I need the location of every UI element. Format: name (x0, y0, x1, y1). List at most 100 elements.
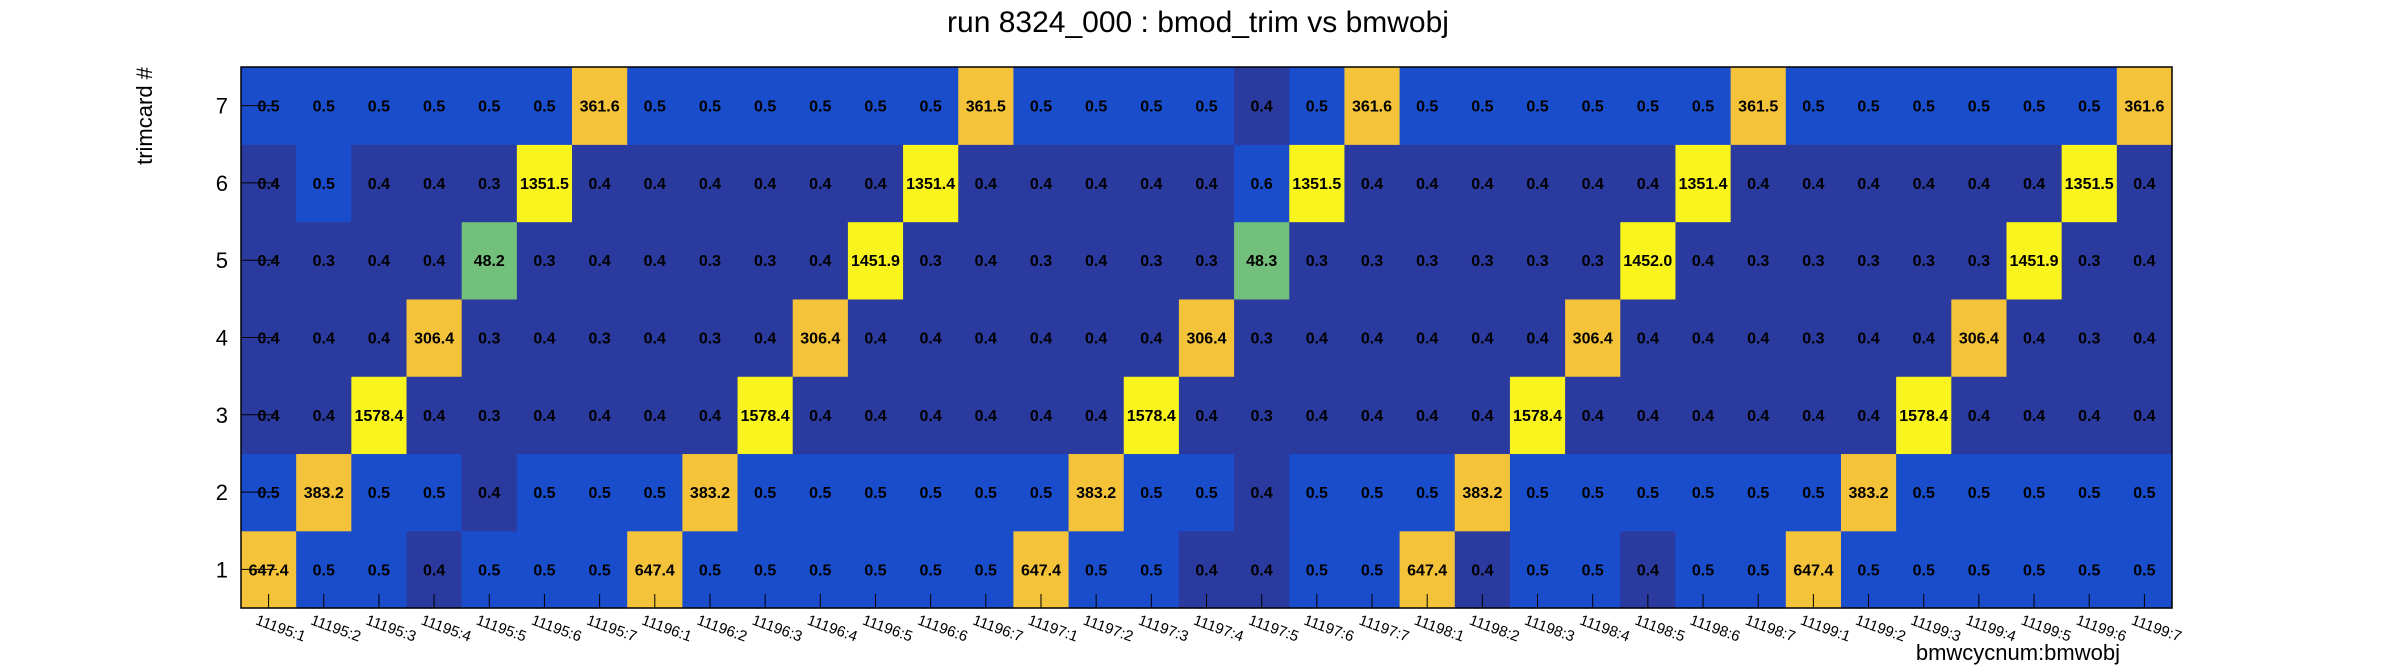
cell-value-label: 0.5 (1195, 485, 1217, 502)
heatmap-cell (461, 376, 518, 455)
heatmap-cell (1289, 67, 1346, 145)
cell-value-label: 48.3 (1246, 253, 1277, 270)
cell-value-label: 0.4 (533, 408, 555, 425)
heatmap-cell (2116, 453, 2173, 532)
heatmap-cell (1289, 453, 1346, 532)
heatmap-cell (627, 453, 683, 532)
heatmap-cell (1399, 376, 1456, 455)
cell-value-label: 0.4 (533, 331, 555, 348)
cell-value-label: 0.4 (699, 176, 721, 193)
cell-value-label: 0.5 (1361, 562, 1383, 579)
cell-value-label: 0.5 (1968, 485, 1990, 502)
heatmap-cell (516, 144, 573, 223)
cell-value-label: 0.4 (1913, 331, 1935, 348)
cell-value-label: 306.4 (414, 331, 454, 348)
cell-value-label: 0.4 (1471, 176, 1493, 193)
cell-value-label: 0.5 (2023, 485, 2045, 502)
cell-value-label: 0.4 (644, 176, 666, 193)
heatmap-cell (737, 67, 794, 145)
heatmap-cell (903, 67, 959, 145)
cell-value-label: 0.5 (920, 485, 942, 502)
cell-value-label: 0.3 (1416, 253, 1438, 270)
cell-value-label: 0.5 (975, 562, 997, 579)
heatmap-cell (903, 376, 959, 455)
cell-value-label: 0.3 (478, 331, 500, 348)
y-tick-label: 2 (216, 480, 228, 505)
cell-value-label: 48.2 (474, 253, 505, 270)
heatmap-cell (1123, 453, 1180, 532)
heatmap-cell (1509, 67, 1566, 145)
cell-value-label: 0.4 (1637, 408, 1659, 425)
cell-value-label: 0.5 (313, 176, 335, 193)
cell-value-label: 306.4 (1959, 331, 1999, 348)
cell-value-label: 0.3 (588, 331, 610, 348)
heatmap-cell (296, 221, 352, 300)
heatmap-cell (958, 376, 1014, 455)
heatmap-cell (792, 221, 849, 300)
heatmap-cell (1675, 221, 1732, 300)
heatmap-cell (1620, 221, 1677, 300)
y-axis-title: trimcard # (132, 66, 157, 165)
cell-value-label: 0.4 (257, 253, 279, 270)
cell-value-label: 0.4 (1306, 408, 1328, 425)
x-axis-title: bmwcycnum:bmwobj (1916, 640, 2120, 665)
heatmap-cell (1620, 453, 1677, 532)
heatmap-cell (461, 453, 518, 532)
cell-value-label: 0.5 (1968, 562, 1990, 579)
cell-value-label: 0.5 (1802, 485, 1824, 502)
cell-value-label: 0.4 (1195, 176, 1217, 193)
cell-value-label: 0.5 (1913, 99, 1935, 116)
cell-value-label: 0.5 (1416, 485, 1438, 502)
heatmap-cell (1344, 67, 1401, 145)
heatmap-cell (903, 453, 959, 532)
cell-value-label: 0.4 (975, 253, 997, 270)
heatmap-cell (1454, 376, 1511, 455)
cell-value-label: 0.5 (257, 485, 279, 502)
cell-value-label: 0.5 (2078, 562, 2100, 579)
cell-value-label: 383.2 (690, 485, 730, 502)
heatmap-cell (572, 376, 628, 455)
cell-value-label: 647.4 (1021, 562, 1061, 579)
cell-value-label: 0.4 (257, 331, 279, 348)
heatmap-cell (1840, 67, 1897, 145)
heatmap-cell (1123, 67, 1180, 145)
cell-value-label: 0.5 (1692, 562, 1714, 579)
heatmap-cell (406, 144, 463, 223)
heatmap-cell (1730, 298, 1787, 377)
cell-value-label: 0.4 (1526, 331, 1548, 348)
heatmap-cell (1399, 453, 1456, 532)
heatmap-cell (1896, 453, 1952, 532)
cell-value-label: 0.4 (1416, 408, 1438, 425)
heatmap-cell (296, 144, 352, 223)
heatmap-cell (1620, 298, 1677, 377)
heatmap-cell (1675, 453, 1732, 532)
cell-value-label: 0.4 (257, 408, 279, 425)
heatmap-cell (1178, 298, 1235, 377)
heatmap-cell (2116, 298, 2173, 377)
cell-value-label: 0.5 (1747, 485, 1769, 502)
heatmap-cell (1344, 221, 1401, 300)
cell-value-label: 0.3 (1747, 253, 1769, 270)
cell-value-label: 383.2 (1462, 485, 1502, 502)
cell-value-label: 0.4 (257, 176, 279, 193)
cell-value-label: 0.4 (1085, 176, 1107, 193)
cell-value-label: 0.5 (809, 562, 831, 579)
cell-value-label: 0.4 (1030, 408, 1052, 425)
heatmap-cell (1951, 221, 2008, 300)
cell-value-label: 0.4 (920, 331, 942, 348)
heatmap-cell (2116, 376, 2173, 455)
heatmap-cell (1344, 298, 1401, 377)
cell-value-label: 383.2 (304, 485, 344, 502)
heatmap-cell (572, 221, 628, 300)
heatmap-cell (516, 221, 573, 300)
heatmap-cell (792, 453, 849, 532)
cell-value-label: 0.3 (478, 408, 500, 425)
heatmap-cell (1178, 453, 1235, 532)
heatmap-cell (958, 67, 1014, 145)
cell-value-label: 0.4 (423, 562, 445, 579)
cell-value-label: 0.4 (864, 408, 886, 425)
cell-value-label: 0.4 (1692, 331, 1714, 348)
cell-value-label: 0.5 (1085, 562, 1107, 579)
cell-value-label: 1578.4 (354, 408, 403, 425)
cell-value-label: 0.5 (1582, 562, 1604, 579)
